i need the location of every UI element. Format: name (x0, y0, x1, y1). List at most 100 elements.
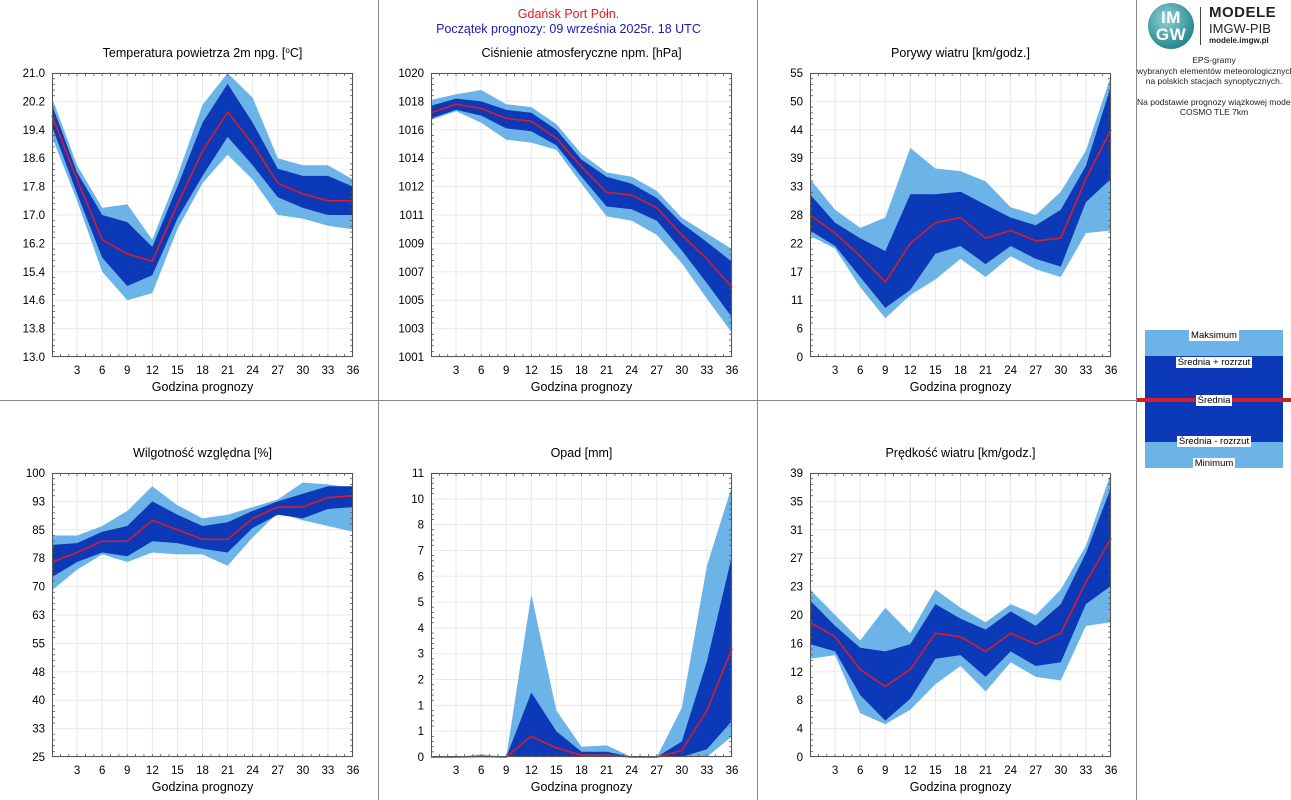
y-tick-label: 20 (790, 610, 803, 622)
chart-title: Ciśnienie atmosferyczne npm. [hPa] (481, 46, 681, 60)
legend-label-min: Minimum (1192, 458, 1236, 469)
x-axis-label: Godzina prognozy (910, 380, 1012, 394)
y-tick-label: 63 (32, 610, 45, 622)
x-tick-label: 36 (347, 365, 360, 377)
y-tick-label: 28 (790, 210, 803, 222)
y-tick-label: 1001 (398, 352, 424, 364)
y-tick-label: 13.8 (23, 324, 45, 336)
y-tick-label: 78 (32, 553, 45, 565)
x-tick-label: 21 (979, 365, 992, 377)
brand-url[interactable]: modele.imgw.pl (1209, 36, 1269, 45)
y-tick-label: 27 (790, 553, 803, 565)
x-tick-label: 12 (904, 365, 917, 377)
info-line-5: COSMO TLE 7km (1179, 107, 1249, 117)
imgw-logo[interactable]: IM GW MODELE IMGW-PIB modele.imgw.pl (1146, 3, 1286, 49)
x-tick-label: 21 (979, 765, 992, 777)
chart-panel: Temperatura powietrza 2m npg. [oC] 3 6 9 12 1… (23, 46, 360, 395)
x-axis-label: Godzina prognozy (152, 780, 254, 794)
x-tick-label: 12 (525, 365, 538, 377)
y-tick-label: 1 (418, 700, 424, 712)
x-tick-label: 15 (171, 765, 184, 777)
y-tick-label: 1018 (398, 96, 424, 108)
y-tick-label: 16.2 (23, 238, 45, 250)
x-tick-label: 18 (575, 765, 588, 777)
x-tick-label: 9 (882, 365, 888, 377)
x-tick-label: 27 (1029, 365, 1042, 377)
y-tick-label: 20.2 (23, 96, 45, 108)
y-tick-label: 1012 (398, 182, 424, 194)
y-tick-label: 7 (418, 545, 424, 557)
x-tick-label: 15 (550, 765, 563, 777)
x-tick-label: 9 (882, 765, 888, 777)
x-tick-label: 6 (478, 365, 484, 377)
x-axis-label: Godzina prognozy (531, 780, 633, 794)
chart-title: Temperatura powietrza 2m npg. [oC] (103, 46, 303, 61)
chart-panel: Opad [mm]3 6 9 12 15 18 21 24 27 30 33 360112345678… (411, 446, 738, 794)
chart-title: Prędkość wiatru [km/godz.] (885, 446, 1035, 460)
x-tick-label: 6 (99, 765, 105, 777)
x-tick-label: 21 (221, 365, 234, 377)
y-tick-label: 0 (797, 752, 803, 764)
y-tick-label: 25 (32, 752, 45, 764)
x-tick-label: 12 (146, 365, 159, 377)
y-tick-label: 39 (790, 153, 803, 165)
y-tick-label: 33 (790, 182, 803, 194)
y-tick-label: 48 (32, 667, 45, 679)
logo-separator (1200, 7, 1201, 45)
y-tick-label: 1016 (398, 125, 424, 137)
x-tick-label: 18 (575, 365, 588, 377)
y-tick-label: 35 (790, 496, 803, 508)
x-tick-label: 21 (600, 765, 613, 777)
x-tick-label: 27 (650, 765, 663, 777)
y-tick-label: 18.6 (23, 153, 45, 165)
x-tick-label: 6 (857, 765, 863, 777)
y-tick-label: 4 (418, 623, 425, 635)
x-tick-label: 24 (1004, 765, 1017, 777)
x-tick-label: 30 (1054, 765, 1067, 777)
legend-label-plus: Średnia + rozrzut (1175, 357, 1253, 368)
y-tick-label: 31 (790, 525, 803, 537)
legend-label-mean: Średnia (1195, 395, 1233, 406)
logo-mark-line-2: GW (1155, 25, 1187, 44)
x-tick-label: 18 (954, 765, 967, 777)
x-tick-label: 12 (904, 765, 917, 777)
x-tick-label: 3 (453, 765, 459, 777)
y-tick-label: 13.0 (23, 352, 45, 364)
y-tick-label: 93 (32, 496, 45, 508)
y-tick-label: 15.4 (23, 267, 46, 279)
x-tick-label: 33 (322, 765, 335, 777)
x-tick-label: 33 (1080, 765, 1093, 777)
y-tick-label: 6 (797, 324, 803, 336)
y-tick-label: 1011 (399, 210, 424, 222)
brand-line-2: IMGW-PIB (1209, 21, 1271, 36)
x-tick-label: 21 (600, 365, 613, 377)
min-max-band (431, 90, 732, 333)
y-tick-label: 14.6 (23, 295, 45, 307)
chart-panel: Prędkość wiatru [km/godz.]3 6 9 12 15 18 21 24 2… (790, 446, 1117, 794)
station-name: Gdańsk Port Półn. (517, 7, 620, 21)
y-tick-label: 23 (790, 582, 803, 594)
x-tick-label: 18 (196, 365, 209, 377)
x-tick-label: 3 (832, 365, 838, 377)
x-tick-label: 24 (246, 365, 259, 377)
y-tick-label: 44 (790, 125, 803, 137)
y-tick-label: 8 (797, 695, 803, 707)
y-tick-label: 0 (797, 352, 803, 364)
x-tick-label: 15 (550, 365, 563, 377)
x-tick-label: 24 (625, 765, 638, 777)
x-tick-label: 33 (322, 365, 335, 377)
x-tick-label: 27 (650, 365, 663, 377)
spread-band (52, 83, 353, 286)
x-tick-label: 12 (146, 765, 159, 777)
imgw-logo-mark: IM GW (1148, 3, 1194, 49)
x-tick-label: 6 (99, 365, 105, 377)
x-tick-label: 27 (1029, 765, 1042, 777)
logo-mark-line-1: IM (1161, 8, 1181, 27)
legend-label-minus: Średnia - rozrzut (1176, 436, 1252, 447)
x-tick-label: 15 (929, 365, 942, 377)
x-tick-label: 9 (124, 365, 130, 377)
spread-band (431, 555, 732, 757)
y-tick-label: 33 (32, 724, 45, 736)
y-tick-label: 11 (791, 295, 803, 307)
y-tick-label: 1014 (398, 153, 424, 165)
